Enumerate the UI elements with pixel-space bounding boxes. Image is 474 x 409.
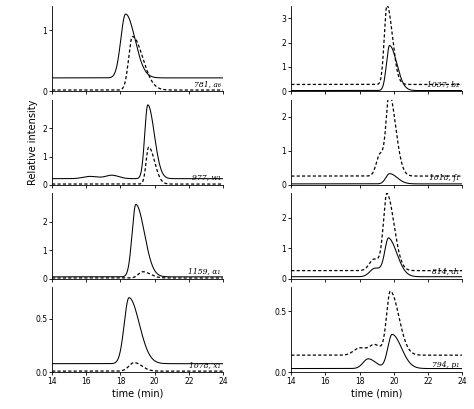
- Text: 977, w₁: 977, w₁: [191, 173, 220, 182]
- Text: 794, p₁: 794, p₁: [432, 361, 460, 369]
- Text: 814, d₁: 814, d₁: [432, 267, 460, 275]
- Text: 781, a₆: 781, a₆: [193, 80, 220, 88]
- X-axis label: time (min): time (min): [112, 389, 163, 399]
- X-axis label: time (min): time (min): [351, 389, 402, 399]
- Text: 1159, α₁: 1159, α₁: [188, 267, 220, 275]
- Text: 1037, b₂: 1037, b₂: [428, 80, 460, 88]
- Y-axis label: Relative intensity: Relative intensity: [28, 100, 38, 185]
- Text: 1018, f₁: 1018, f₁: [429, 173, 460, 182]
- Text: 1078, x₁: 1078, x₁: [189, 361, 220, 369]
